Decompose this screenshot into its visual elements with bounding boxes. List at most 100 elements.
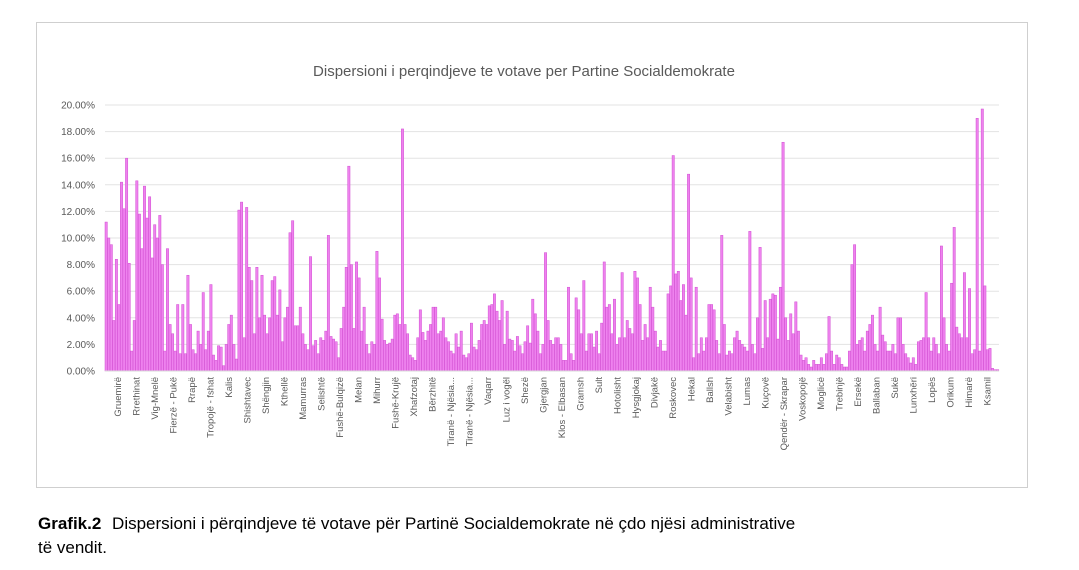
bar	[791, 333, 795, 372]
y-tick-label: 8.00%	[67, 260, 95, 271]
bar	[219, 346, 223, 372]
bar	[477, 340, 481, 372]
bar	[710, 304, 713, 372]
bar	[235, 358, 238, 372]
bar	[480, 324, 484, 372]
bar	[756, 317, 759, 372]
bar	[666, 293, 670, 372]
bar	[418, 309, 422, 372]
bar	[413, 360, 417, 372]
bar	[168, 324, 172, 372]
bar	[574, 297, 578, 372]
bar	[888, 350, 892, 372]
x-tick-label: Mamurras	[298, 377, 309, 420]
bar	[434, 306, 438, 372]
bar	[881, 334, 885, 372]
x-tick-label: Moglicë	[816, 377, 827, 410]
y-tick-label: 4.00%	[67, 313, 95, 324]
chart-frame: Dispersioni i perqindjeve te votave per …	[36, 22, 1028, 488]
bar	[449, 350, 453, 372]
bar	[901, 344, 905, 372]
y-tick-label: 6.00%	[67, 287, 95, 298]
bar	[372, 344, 376, 372]
bar	[584, 350, 588, 372]
bar	[112, 320, 116, 372]
bar	[431, 306, 435, 372]
bar	[258, 317, 261, 372]
bar	[633, 271, 637, 372]
bar	[475, 349, 478, 372]
bar	[201, 292, 205, 372]
bar	[648, 286, 652, 372]
bar	[245, 207, 249, 372]
bar	[173, 350, 177, 372]
bar	[955, 326, 959, 372]
bar	[447, 341, 450, 372]
bar	[378, 277, 381, 372]
bar	[947, 350, 951, 372]
bar	[462, 354, 466, 372]
bar	[482, 320, 486, 372]
bar	[332, 338, 335, 372]
bar	[814, 364, 818, 372]
bar	[521, 353, 524, 372]
bar	[135, 180, 139, 372]
bar	[863, 350, 867, 372]
bar	[773, 294, 777, 372]
bar	[229, 314, 233, 372]
bar	[641, 340, 645, 372]
bar	[975, 118, 979, 372]
bar	[651, 306, 655, 372]
bar	[779, 286, 782, 372]
x-tick-label: Qendër - Skrapar	[779, 377, 790, 450]
bar	[122, 208, 126, 372]
x-tick-label: Sult	[594, 377, 605, 394]
bar	[904, 353, 908, 372]
bar	[459, 330, 463, 372]
bar	[613, 298, 616, 372]
bar	[403, 324, 407, 372]
bar	[945, 344, 948, 372]
bar	[109, 244, 113, 372]
bar	[799, 354, 803, 372]
bar	[145, 217, 149, 372]
bar	[508, 338, 512, 372]
bar	[661, 350, 665, 372]
bar	[878, 306, 882, 372]
bar	[914, 364, 918, 372]
y-tick-label: 18.00%	[61, 127, 95, 138]
bar	[702, 350, 706, 372]
bar	[324, 330, 328, 372]
bar	[298, 306, 302, 372]
x-tick-label: Selishtë	[316, 377, 327, 411]
bar	[222, 365, 226, 372]
bar	[812, 360, 816, 372]
bar	[549, 340, 553, 372]
bar	[278, 289, 282, 372]
bar	[659, 340, 662, 372]
bar	[684, 314, 688, 372]
bar	[957, 333, 961, 372]
x-tick-label: Hysgjokaj	[631, 377, 642, 418]
bar	[513, 350, 517, 372]
bar	[347, 165, 351, 372]
bar	[526, 325, 530, 372]
bar	[832, 364, 836, 372]
bar	[837, 357, 841, 372]
bar	[671, 155, 675, 372]
bar	[858, 340, 862, 372]
bar	[556, 337, 560, 372]
x-tick-label: Himarë	[964, 377, 975, 408]
bar	[495, 310, 499, 372]
bar	[510, 340, 514, 372]
bar	[577, 309, 581, 372]
bar	[383, 340, 387, 372]
caption-text-line2: të vendit.	[38, 538, 107, 557]
bar	[344, 267, 348, 372]
x-tick-label: Shëngjin	[261, 377, 272, 414]
x-tick-label: Velabisht	[723, 377, 734, 416]
bar	[712, 309, 716, 372]
bar	[735, 330, 739, 372]
x-tick-label: Gjergjan	[538, 377, 549, 413]
bar	[692, 357, 696, 372]
